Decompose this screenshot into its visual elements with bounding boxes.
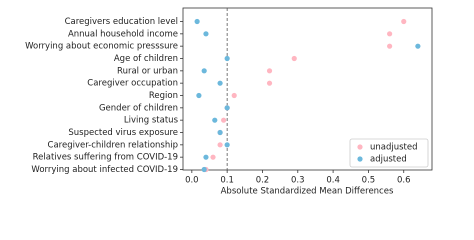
legend-label: adjusted bbox=[370, 155, 407, 165]
dot bbox=[203, 31, 209, 37]
x-tick-label: 0.2 bbox=[256, 176, 270, 186]
x-tick-label: 0.0 bbox=[185, 176, 199, 186]
dot bbox=[212, 117, 218, 123]
dot bbox=[231, 92, 237, 99]
legend-label: unadjusted bbox=[370, 143, 418, 153]
dot bbox=[291, 55, 297, 62]
x-tick-label: 0.4 bbox=[326, 176, 340, 186]
dot bbox=[210, 154, 216, 160]
dot bbox=[217, 129, 223, 136]
plot-frame bbox=[182, 7, 433, 171]
dot bbox=[217, 142, 223, 148]
dot bbox=[203, 154, 209, 160]
dot bbox=[415, 43, 421, 49]
y-tick-label: Age of children bbox=[114, 54, 178, 64]
y-tick-label: Gender of children bbox=[99, 103, 178, 113]
legend-marker bbox=[357, 144, 363, 150]
y-tick-label: Worrying about economic presssure bbox=[25, 42, 178, 52]
dot bbox=[224, 55, 230, 62]
dot bbox=[266, 68, 273, 74]
dot bbox=[201, 68, 207, 74]
y-tick-label: Annual household income bbox=[68, 29, 178, 39]
dot bbox=[221, 117, 227, 123]
x-axis-label: Absolute Standardized Mean Differences bbox=[221, 187, 394, 197]
dot bbox=[224, 142, 230, 148]
y-tick-label: Suspected virus exposure bbox=[68, 128, 178, 138]
dot bbox=[217, 80, 223, 86]
dot bbox=[201, 166, 207, 173]
dot bbox=[196, 92, 202, 99]
legend-box bbox=[349, 138, 429, 168]
x-tick-label: 0.6 bbox=[397, 176, 411, 186]
y-tick-label: Rural or urban bbox=[117, 66, 178, 76]
dot bbox=[387, 31, 393, 37]
y-tick-label: Caregiver occupation bbox=[87, 79, 178, 89]
y-tick-label: Caregiver-children relationship bbox=[48, 140, 178, 150]
dot bbox=[194, 18, 200, 25]
y-tick-label: Region bbox=[149, 91, 178, 101]
dot bbox=[387, 43, 393, 49]
y-tick-label: Relatives suffering from COVID-19 bbox=[33, 153, 178, 163]
legend-marker bbox=[357, 156, 363, 162]
y-tick-label: Worrying about infected COVID-19 bbox=[31, 165, 178, 175]
dot bbox=[266, 80, 273, 86]
x-tick-label: 0.3 bbox=[291, 176, 305, 186]
y-tick-label: Caregivers education level bbox=[65, 17, 178, 27]
x-tick-label: 0.1 bbox=[220, 176, 234, 186]
dot bbox=[224, 105, 230, 111]
chart: Absolute Standardized Mean Differences 0… bbox=[25, 7, 433, 197]
x-tick-label: 0.5 bbox=[362, 176, 376, 186]
dot bbox=[401, 18, 407, 25]
y-tick-label: Living status bbox=[124, 116, 179, 126]
